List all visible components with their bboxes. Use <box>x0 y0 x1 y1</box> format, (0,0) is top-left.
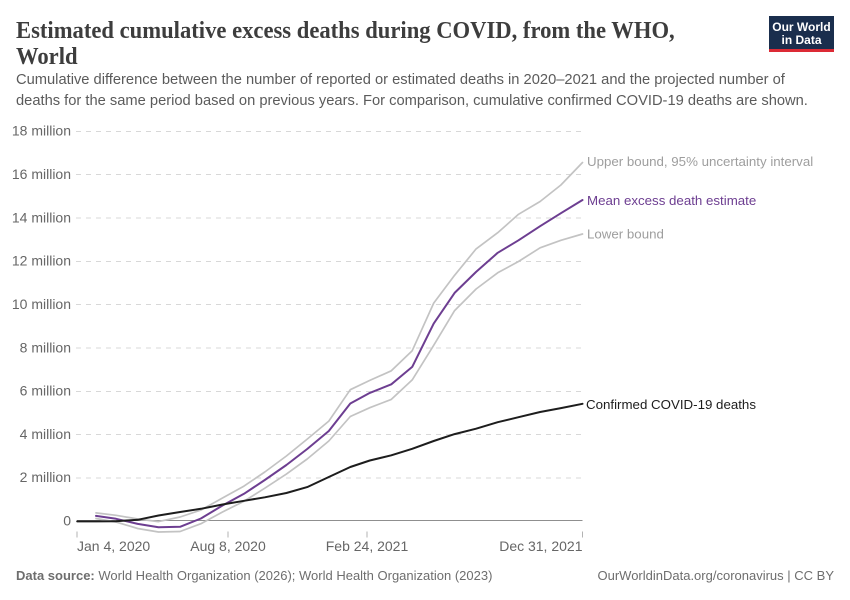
svg-text:Upper bound, 95% uncertainty i: Upper bound, 95% uncertainty interval <box>587 154 813 169</box>
svg-text:Aug 8, 2020: Aug 8, 2020 <box>190 538 266 554</box>
svg-text:18 million: 18 million <box>12 123 71 139</box>
svg-text:Dec 31, 2021: Dec 31, 2021 <box>499 538 582 554</box>
svg-text:4 million: 4 million <box>20 426 71 442</box>
svg-text:Mean excess death estimate: Mean excess death estimate <box>587 193 756 208</box>
svg-text:Feb 24, 2021: Feb 24, 2021 <box>326 538 409 554</box>
svg-text:2 million: 2 million <box>20 469 71 485</box>
svg-text:10 million: 10 million <box>12 296 71 312</box>
svg-text:0: 0 <box>63 513 71 529</box>
svg-text:12 million: 12 million <box>12 253 71 269</box>
svg-text:Confirmed COVID-19 deaths: Confirmed COVID-19 deaths <box>586 397 756 412</box>
svg-text:Jan 4, 2020: Jan 4, 2020 <box>77 538 150 554</box>
svg-text:8 million: 8 million <box>20 339 71 355</box>
svg-text:6 million: 6 million <box>20 383 71 399</box>
svg-text:16 million: 16 million <box>12 166 71 182</box>
svg-text:Lower bound: Lower bound <box>587 227 664 242</box>
svg-text:14 million: 14 million <box>12 209 71 225</box>
